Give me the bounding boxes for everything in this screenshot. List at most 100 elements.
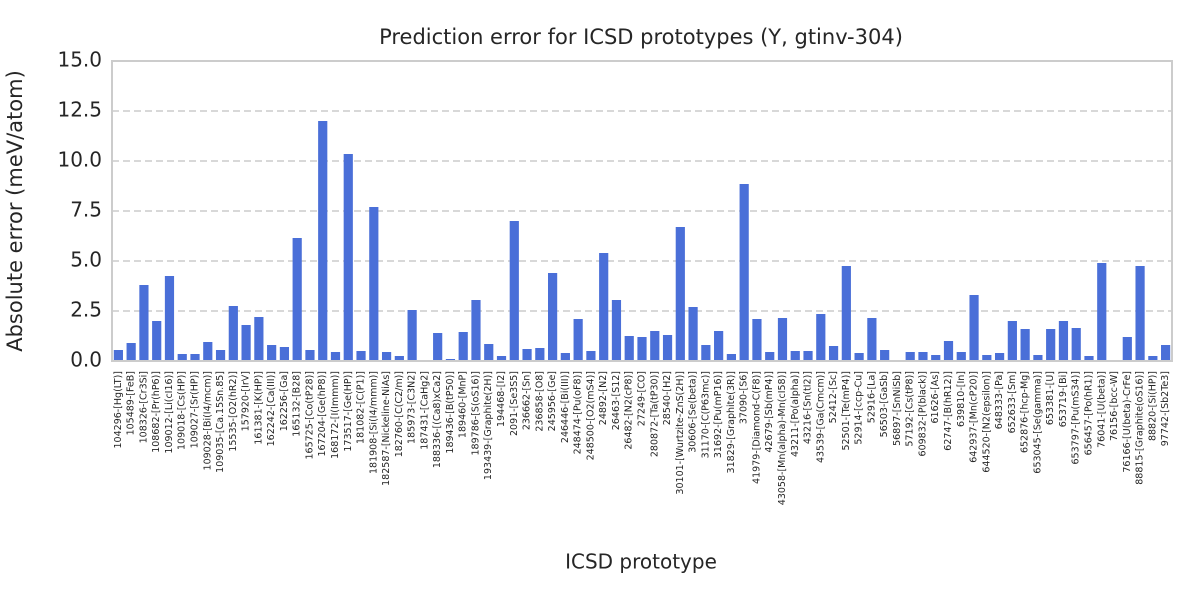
x-tick-label: 162242-[Ca(III)] bbox=[266, 371, 277, 446]
x-tick-label: 189436-[B(tP50)] bbox=[445, 371, 456, 454]
x-tick-label: 56897-[SnNiSb] bbox=[892, 371, 903, 446]
x-tick-label: 31170-[C(P63mc)] bbox=[700, 371, 711, 458]
chart-title: Prediction error for ICSD prototypes (Y,… bbox=[379, 25, 903, 49]
bar bbox=[1148, 356, 1158, 361]
x-tick-label: 248500-[O2(mS4)] bbox=[585, 371, 596, 460]
bar bbox=[752, 319, 762, 361]
x-tick-label: 43058-[Mn(alpha)-Mn(cI58)] bbox=[777, 371, 788, 505]
y-tick-label: 0.0 bbox=[70, 348, 102, 372]
x-tick-label: 194468-[I2] bbox=[496, 371, 507, 427]
bar bbox=[1122, 337, 1132, 361]
x-tick-label: 105489-[FeB] bbox=[126, 371, 137, 435]
bar bbox=[931, 355, 941, 361]
bar bbox=[790, 351, 800, 361]
x-tick-label: 97742-[Sb2Te3] bbox=[1160, 371, 1171, 446]
bar bbox=[164, 276, 175, 361]
bar bbox=[969, 295, 979, 361]
bar bbox=[330, 352, 341, 361]
bar bbox=[586, 351, 596, 361]
x-tick-label: 193439-[Graphite(2H)] bbox=[483, 371, 494, 480]
x-tick-label: 104296-[Hg(LT)] bbox=[113, 371, 124, 448]
x-tick-label: 62747-[B(hR12)] bbox=[943, 371, 954, 451]
x-tick-label: 41979-[Diamond-C(F8)] bbox=[751, 371, 762, 484]
x-tick-label: 644520-[N2(epsilon)] bbox=[981, 371, 992, 473]
x-axis-title: ICSD prototype bbox=[565, 550, 717, 574]
bar bbox=[241, 325, 251, 361]
x-tick-label: 182587-[Nickeline-NiAs] bbox=[381, 371, 392, 486]
y-axis-title: Absolute error (meV/atom) bbox=[3, 70, 27, 352]
bar bbox=[1033, 355, 1043, 361]
bar bbox=[394, 356, 404, 361]
bar bbox=[548, 273, 558, 361]
bar bbox=[611, 300, 622, 361]
y-tick-label: 5.0 bbox=[70, 248, 102, 272]
bar bbox=[356, 351, 366, 361]
bar bbox=[228, 306, 238, 361]
bar bbox=[624, 336, 634, 361]
x-tick-label: 181082-[C(P1)] bbox=[356, 371, 367, 444]
bar bbox=[190, 354, 200, 361]
bar bbox=[203, 342, 213, 361]
x-tick-label: 52916-[La] bbox=[866, 371, 877, 423]
y-tick-label: 15.0 bbox=[57, 48, 102, 72]
x-tick-label: 246446-[Bi(III)] bbox=[560, 371, 571, 443]
x-tick-label: 236858-[O8] bbox=[534, 371, 545, 432]
bar bbox=[573, 319, 583, 361]
x-tick-label: 56503-[GaSb] bbox=[879, 371, 890, 437]
bar bbox=[650, 331, 660, 361]
x-tick-label: 43539-[Ga(Cmcm)] bbox=[815, 371, 826, 463]
x-tick-label: 167204-[Ge(hP8)] bbox=[317, 371, 328, 457]
bar bbox=[905, 352, 915, 361]
x-tick-label: 182760-[C(C2/m)] bbox=[394, 371, 405, 457]
bar bbox=[956, 352, 966, 361]
bar bbox=[254, 317, 264, 361]
bar bbox=[599, 253, 609, 361]
x-tick-label: 52501-[Te(mP4)] bbox=[841, 371, 852, 451]
bar bbox=[880, 350, 890, 361]
x-tick-label: 189786-[S(oS16)] bbox=[470, 371, 481, 455]
bar bbox=[1135, 266, 1145, 361]
x-tick-label: 42679-[Sb(mP4)] bbox=[764, 371, 775, 453]
bar bbox=[662, 335, 673, 361]
x-tick-label: 653797-[Pu(mS34)] bbox=[1071, 371, 1082, 464]
x-tick-label: 653381-[U] bbox=[1045, 371, 1056, 425]
bar bbox=[1161, 345, 1171, 361]
x-tick-label: 109027-[Sr(HP)] bbox=[190, 371, 201, 448]
x-tick-label: 248474-[Pu(oF8)] bbox=[573, 371, 584, 454]
bar bbox=[215, 350, 226, 361]
bar bbox=[943, 341, 954, 361]
x-tick-label: 24892-[N2] bbox=[598, 371, 609, 425]
bar bbox=[777, 318, 788, 361]
x-tick-label: 26482-[N2(cP8)] bbox=[624, 371, 635, 450]
x-tick-label: 31692-[Pu(mP16)] bbox=[713, 371, 724, 458]
bar bbox=[177, 354, 187, 361]
x-tick-label: 43216-[Sn(tI2)] bbox=[803, 371, 814, 444]
x-tick-label: 28540-[H2] bbox=[662, 371, 673, 425]
x-tick-label: 109035-[Ca.15Sn.85] bbox=[215, 371, 226, 473]
bar bbox=[458, 332, 468, 361]
bar bbox=[292, 238, 302, 361]
x-tick-label: 108326-[Cr3Si] bbox=[138, 371, 149, 443]
bar bbox=[305, 350, 315, 361]
bar bbox=[765, 352, 775, 361]
bar bbox=[675, 227, 685, 361]
bar bbox=[1084, 356, 1094, 361]
bar bbox=[816, 314, 826, 361]
bar bbox=[1020, 329, 1030, 361]
x-tick-label: 639810-[In] bbox=[956, 371, 967, 427]
bar bbox=[343, 154, 353, 361]
x-tick-label: 15535-[O2(hR2)] bbox=[228, 371, 239, 452]
bar bbox=[739, 184, 749, 361]
bar bbox=[982, 355, 992, 361]
x-tick-label: 652876-[hcp-Mg] bbox=[1020, 371, 1031, 453]
x-tick-label: 30101-[Wurtzite-ZnS(2H)] bbox=[675, 371, 686, 495]
x-tick-label: 236662-[Sn] bbox=[522, 371, 533, 430]
bar bbox=[828, 346, 839, 361]
bar bbox=[522, 349, 532, 361]
x-tick-label: 165132-[B28] bbox=[292, 371, 303, 437]
x-tick-label: 652633-[Sm] bbox=[1007, 371, 1018, 433]
bar bbox=[126, 343, 136, 361]
x-tick-label: 187431-[CaHg2] bbox=[419, 371, 430, 450]
bar bbox=[1097, 263, 1107, 361]
